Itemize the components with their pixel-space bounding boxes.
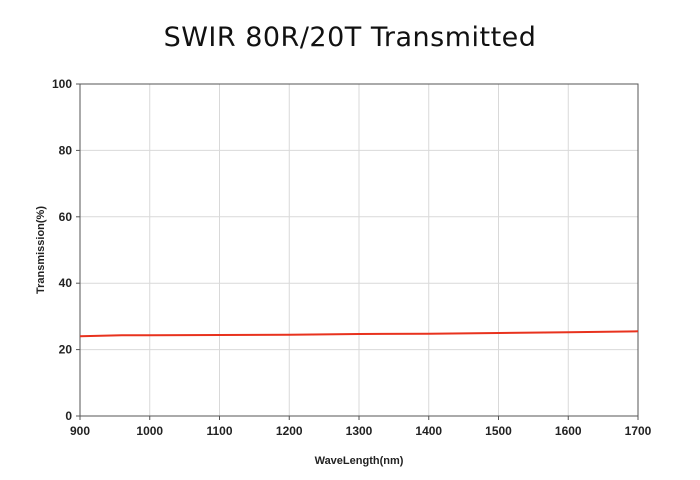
- series-layer: [79, 330, 639, 338]
- transmission-series-line: [79, 330, 639, 338]
- y-axis-title: Transmission(%): [35, 206, 47, 294]
- x-tick-label: 1600: [555, 424, 582, 438]
- y-tick-label: 100: [52, 77, 72, 91]
- plot-frame: [79, 83, 639, 417]
- x-tick-label: 1400: [415, 424, 442, 438]
- x-tick-label: 1100: [206, 424, 232, 438]
- y-tick-labels: 0 20 40 60 80 100: [52, 77, 72, 423]
- grid-lines: [76, 83, 639, 420]
- x-tick-label: 1000: [136, 424, 163, 438]
- x-axis-title: WaveLength(nm): [315, 455, 404, 467]
- x-tick-label: 1200: [276, 424, 303, 438]
- x-tick-label: 1700: [625, 424, 652, 438]
- chart-title: SWIR 80R/20T Transmitted: [163, 22, 537, 53]
- x-tick-label: 1300: [346, 424, 373, 438]
- x-tick-labels: 900 1000 1100 1200 1300 1400 1500 1600 1700: [70, 424, 652, 438]
- y-tick-label: 0: [65, 409, 72, 423]
- y-tick-label: 60: [59, 210, 73, 224]
- y-tick-label: 80: [59, 143, 73, 157]
- x-tick-label: 900: [70, 424, 90, 438]
- x-tick-label: 1500: [485, 424, 512, 438]
- y-tick-label: 20: [59, 343, 73, 357]
- y-tick-label: 40: [59, 276, 73, 290]
